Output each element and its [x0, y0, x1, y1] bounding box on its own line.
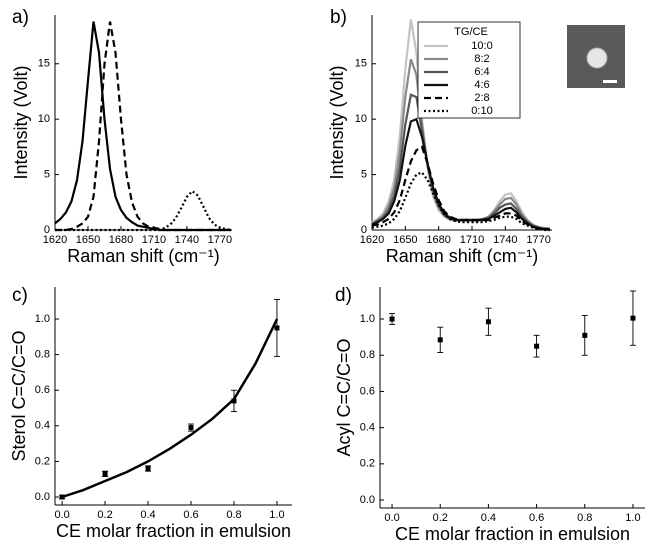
y-tick-label: 15 [355, 58, 367, 70]
x-tick-label: 0.4 [481, 512, 496, 524]
y-tick-label: 0 [44, 224, 50, 236]
data-point [485, 319, 491, 325]
legend-label: 6:4 [474, 66, 489, 78]
x-axis-label: Raman shift (cm⁻¹) [67, 246, 220, 266]
y-tick-label: 15 [38, 58, 50, 70]
y-tick-label: 0 [361, 224, 367, 236]
legend-label: 0:10 [471, 105, 492, 117]
inset-image [567, 25, 625, 88]
x-tick-label: 1.0 [625, 512, 640, 524]
y-tick-label: 10 [38, 113, 50, 125]
y-tick-label: 1.0 [35, 313, 50, 325]
spectrum-line [371, 171, 550, 232]
x-tick-label: 1680 [109, 234, 133, 246]
data-point [231, 398, 237, 404]
legend-label: 10:0 [471, 40, 492, 52]
x-tick-label: 1650 [76, 234, 100, 246]
data-point [59, 494, 65, 500]
data-point [102, 471, 108, 477]
y-axis-label: Intensity (Volt) [327, 65, 347, 179]
y-tick-label: 0.0 [35, 491, 50, 503]
legend-label: 4:6 [474, 79, 489, 91]
x-tick-label: 0.4 [140, 509, 155, 521]
data-point [145, 466, 151, 472]
legend-box [417, 21, 521, 119]
spectrum-line [55, 189, 232, 232]
scale-bar [603, 80, 617, 83]
x-tick-label: 0.2 [97, 509, 112, 521]
x-tick-label: 1740 [175, 234, 199, 246]
y-tick-label: 0.6 [360, 385, 375, 397]
x-tick-label: 0.8 [226, 509, 241, 521]
x-tick-label: 1770 [526, 234, 550, 246]
droplet [586, 47, 608, 69]
data-point [630, 315, 636, 321]
x-tick-label: 0.8 [577, 512, 592, 524]
x-tick-label: 1620 [360, 234, 384, 246]
x-tick-label: 1680 [426, 234, 450, 246]
y-tick-label: 0.4 [35, 420, 50, 432]
y-axis-label: Acyl C=C/C=O [334, 338, 354, 456]
data-point [188, 425, 194, 431]
y-tick-label: 0.8 [35, 349, 50, 361]
y-tick-label: 1.0 [360, 313, 375, 325]
x-axis-label: CE molar fraction in emulsion [56, 521, 291, 541]
fit-curve [61, 318, 279, 499]
x-tick-label: 0.6 [529, 512, 544, 524]
y-tick-label: 0.2 [360, 458, 375, 470]
x-tick-label: 1.0 [269, 509, 284, 521]
y-tick-label: 0.4 [360, 422, 375, 434]
y-axis-label: Intensity (Volt) [11, 65, 31, 179]
panel-label: a) [12, 7, 29, 28]
y-axis-label: Sterol C=C/C=O [9, 330, 29, 461]
spectrum-line [371, 145, 551, 232]
legend-label: 2:8 [474, 92, 489, 104]
panel-label: c) [12, 285, 28, 306]
data-point [389, 316, 395, 322]
y-tick-label: 0.6 [35, 384, 50, 396]
data-point [582, 332, 588, 338]
data-point [274, 325, 280, 331]
y-tick-label: 0.0 [360, 494, 375, 506]
y-tick-label: 5 [361, 168, 367, 180]
x-tick-label: 1710 [460, 234, 484, 246]
legend-title: TG/CE [454, 26, 488, 38]
x-tick-label: 0.0 [54, 509, 69, 521]
x-axis-label: CE molar fraction in emulsion [395, 524, 630, 544]
x-tick-label: 0.6 [183, 509, 198, 521]
x-axis-label: Raman shift (cm⁻¹) [386, 246, 539, 266]
x-tick-label: 1710 [142, 234, 166, 246]
x-tick-label: 1620 [43, 234, 67, 246]
spectrum-line [55, 21, 231, 232]
x-tick-label: 1740 [493, 234, 517, 246]
x-tick-label: 0.2 [433, 512, 448, 524]
x-tick-label: 1650 [393, 234, 417, 246]
panel-label: d) [335, 285, 352, 306]
data-point [534, 343, 540, 349]
legend-label: 8:2 [474, 53, 489, 65]
y-tick-label: 0.8 [360, 349, 375, 361]
y-tick-label: 0.2 [35, 455, 50, 467]
data-point [437, 337, 443, 343]
x-tick-label: 0.0 [384, 512, 399, 524]
y-tick-label: 10 [355, 113, 367, 125]
panel-label: b) [330, 7, 347, 28]
x-tick-label: 1770 [208, 234, 232, 246]
y-tick-label: 5 [44, 168, 50, 180]
